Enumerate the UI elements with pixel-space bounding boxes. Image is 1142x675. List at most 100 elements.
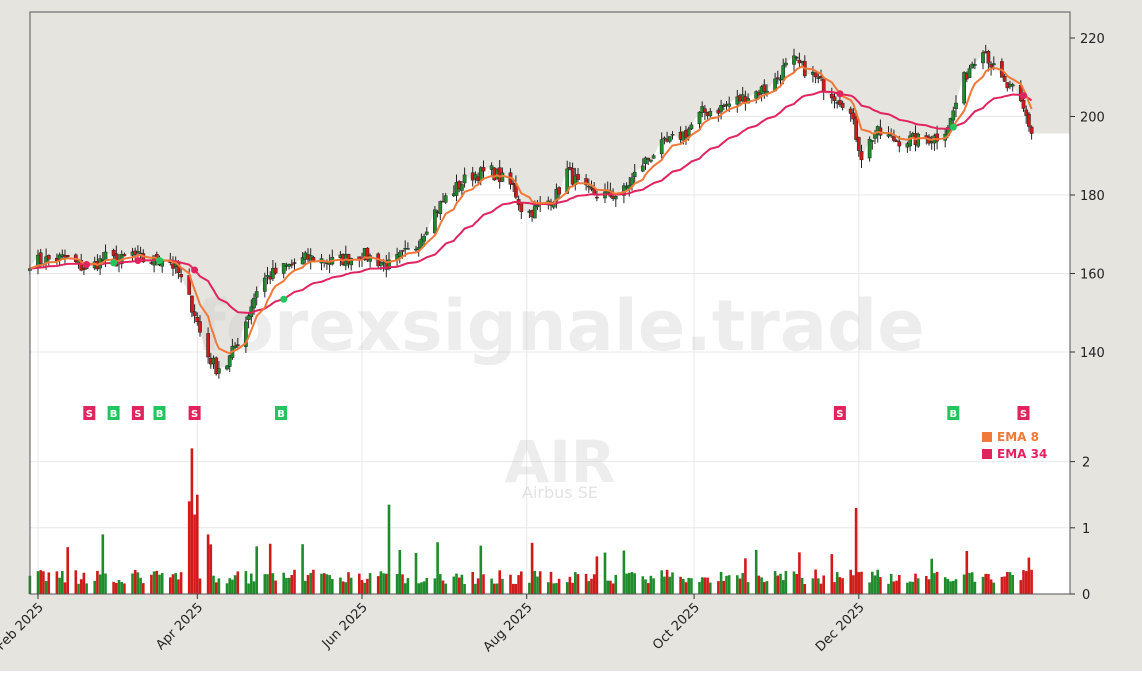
volume-bar: [139, 577, 142, 594]
candle-body: [111, 250, 116, 257]
signal-marker: [153, 406, 166, 420]
volume-bar: [868, 582, 871, 594]
volume-bar: [555, 583, 558, 594]
volume-bar: [169, 577, 172, 594]
candle-body: [632, 171, 637, 178]
volume-bar: [444, 583, 447, 594]
candle-body: [967, 68, 972, 78]
volume-bar: [293, 569, 296, 594]
volume-bar: [131, 573, 134, 594]
price-tick-label: 220: [1080, 32, 1105, 47]
volume-bar: [592, 574, 596, 594]
volume-bar: [304, 580, 307, 594]
volume-bar: [225, 583, 229, 594]
volume-bar: [822, 575, 825, 594]
crossover-dot: [280, 295, 288, 303]
volume-bar: [800, 577, 804, 594]
volume-bar: [325, 574, 329, 594]
candle-body: [1021, 99, 1026, 109]
candle-body: [262, 277, 267, 292]
crossover-dot: [836, 90, 844, 98]
volume-bar: [382, 573, 385, 594]
signal-label: B: [277, 409, 285, 420]
candle-body: [867, 138, 872, 159]
volume-bar: [565, 582, 569, 594]
candle-body: [1024, 109, 1029, 116]
candle-body: [908, 135, 912, 147]
watermark-symbol: AIR: [504, 428, 615, 496]
volume-bar: [422, 581, 426, 594]
candle-body: [854, 116, 858, 140]
volume-bar: [776, 575, 780, 594]
candle-body: [1029, 126, 1034, 134]
volume-bar: [987, 573, 990, 594]
candle-body: [703, 108, 707, 113]
volume-bar: [630, 571, 634, 594]
volume-bar: [495, 583, 499, 594]
volume-bar: [854, 507, 858, 594]
volume-bar: [935, 571, 939, 594]
volume-bar: [530, 542, 534, 594]
volume-bar: [320, 573, 323, 594]
volume-bar: [644, 579, 647, 594]
volume-bar: [784, 570, 788, 594]
legend-ema34-swatch: [982, 449, 992, 459]
price-tick-label: 180: [1080, 189, 1105, 204]
volume-bar: [700, 577, 704, 594]
volume-bar: [779, 573, 782, 594]
crossover-dot: [134, 257, 142, 265]
volume-bar: [717, 581, 720, 594]
volume-tick-label: 0: [1082, 588, 1090, 603]
volume-bar: [792, 571, 796, 594]
volume-bar: [101, 534, 105, 594]
volume-bar: [112, 581, 115, 594]
candle-body: [816, 77, 821, 79]
volume-bar: [754, 549, 758, 594]
volume-bar: [1000, 576, 1004, 594]
volume-bar: [668, 576, 672, 594]
volume-bar: [479, 545, 483, 594]
signal-label: S: [134, 409, 141, 420]
volume-bar: [406, 578, 410, 594]
candle-body: [670, 134, 675, 136]
candle-body: [235, 344, 240, 346]
candle-body: [662, 137, 667, 140]
volume-bar: [746, 582, 750, 594]
volume-bar: [322, 573, 326, 594]
volume-bar: [98, 574, 102, 594]
candle-body: [838, 100, 842, 105]
volume-bar: [895, 580, 898, 594]
candle-body: [1010, 84, 1015, 87]
crossover-dots: [83, 90, 1027, 303]
volume-bar: [557, 578, 561, 594]
volume-bar: [420, 582, 423, 594]
volume-bar: [196, 494, 199, 594]
volume-bar: [590, 578, 593, 594]
volume-bar: [614, 574, 618, 594]
candle-body: [586, 185, 591, 188]
candle-body: [584, 178, 588, 186]
volume-bar: [690, 578, 693, 594]
candle-body: [916, 133, 921, 147]
volume-bar: [817, 578, 820, 594]
candle-body: [821, 78, 826, 93]
volume-bar: [328, 575, 331, 594]
volume-bar: [611, 583, 615, 594]
candle-body: [462, 174, 467, 184]
candle-body: [481, 167, 486, 172]
volume-bar: [914, 573, 917, 594]
volume-bar: [871, 571, 874, 594]
candle-body: [214, 357, 219, 375]
candle-body: [122, 254, 127, 257]
candle-body: [433, 209, 437, 234]
candle-body: [460, 184, 464, 191]
candle-body: [281, 263, 286, 274]
volume-bar: [160, 573, 164, 594]
signal-marker: [947, 406, 960, 420]
price-tick-label: 200: [1080, 111, 1105, 126]
volume-bar: [455, 573, 458, 594]
candle-body: [349, 258, 354, 266]
volume-bar: [609, 580, 612, 594]
volume-bar: [266, 574, 269, 594]
